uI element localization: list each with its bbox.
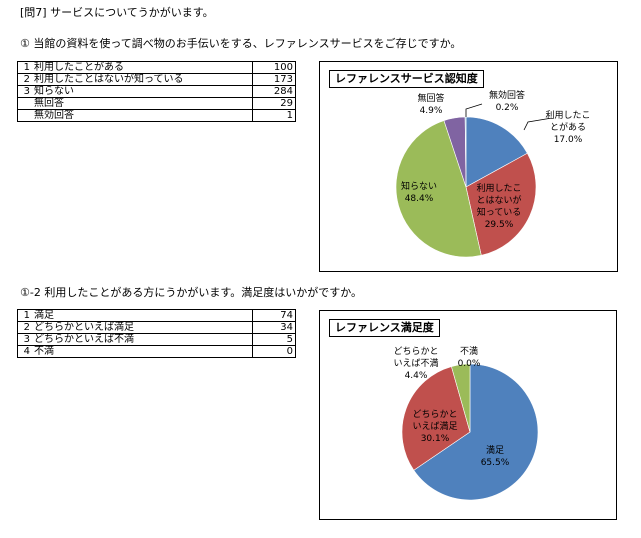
row-label: 知らない <box>32 85 253 98</box>
slice-label: 無効回答 0.2% <box>489 89 525 113</box>
leader-line <box>465 103 483 117</box>
row-number: 2 <box>17 73 32 86</box>
row-number <box>17 109 32 122</box>
question-1: ① 当館の資料を使って調べ物のお手伝いをする、レファレンスサービスをご存じですか… <box>20 37 462 50</box>
row-label: 満足 <box>32 309 253 322</box>
satisfaction-pie: 満足 65.5% どちらかといえば満足 30.1% どちらかといえば不満 4.4% 不満 0.… <box>393 346 539 501</box>
row-label: 利用したことがある <box>32 61 253 74</box>
row-number: 3 <box>17 85 32 98</box>
table-row: 2 どちらかといえば満足 34 <box>17 321 296 334</box>
row-value: 0 <box>252 345 296 358</box>
slice-label: 無回答 4.9% <box>417 92 444 116</box>
row-label: 利用したことはないが知っている <box>32 73 253 86</box>
row-value: 284 <box>252 85 296 98</box>
row-value: 1 <box>252 109 296 122</box>
table-row: 4 不満 0 <box>17 345 296 358</box>
satisfaction-chart: レファレンス満足度 満足 65.5% どちらかといえば満足 30.1% どちらかといえば… <box>319 310 617 520</box>
pie-slice <box>395 120 482 258</box>
table-row: 1 利用したことがある 100 <box>17 61 296 74</box>
row-label: 無回答 <box>32 97 253 110</box>
row-value: 100 <box>252 61 296 74</box>
row-label: 不満 <box>32 345 253 358</box>
table-row: 無効回答 1 <box>17 109 296 122</box>
awareness-chart: レファレンスサービス認知度 利用したことがある 17.0% 利用したことはないが知っ… <box>319 61 618 272</box>
table-row: 無回答 29 <box>17 97 296 110</box>
awareness-table: 1 利用したことがある 100 2 利用したことはないが知っている 173 3 知らない 284… <box>17 61 296 122</box>
table-row: 3 知らない 284 <box>17 85 296 98</box>
row-number: 1 <box>17 61 32 74</box>
slice-label: 知らない 48.4% <box>401 180 437 204</box>
slice-label: 不満 0.0% <box>458 346 481 369</box>
row-number: 1 <box>17 309 32 322</box>
row-value: 29 <box>252 97 296 110</box>
slice-label: 利用したことがある 17.0% <box>545 109 590 145</box>
row-label: どちらかといえば不満 <box>32 333 253 346</box>
satisfaction-table: 1 満足 74 2 どちらかといえば満足 34 3 どちらかといえば不満 5 4 不満 0 <box>17 309 296 358</box>
slice-label: どちらかといえば不満 4.4% <box>393 346 438 381</box>
row-label: どちらかといえば満足 <box>32 321 253 334</box>
table-row: 2 利用したことはないが知っている 173 <box>17 73 296 86</box>
table-row: 3 どちらかといえば不満 5 <box>17 333 296 346</box>
awareness-pie: 利用したことがある 17.0% 利用したことはないが知っている 29.5% 知らない 48… <box>395 89 591 258</box>
row-number: 3 <box>17 333 32 346</box>
pie-slice <box>465 152 537 256</box>
pie-slice <box>401 366 471 471</box>
pie-slice <box>413 363 539 501</box>
row-label: 無効回答 <box>32 109 253 122</box>
row-value: 74 <box>252 309 296 322</box>
row-value: 173 <box>252 73 296 86</box>
row-number: 4 <box>17 345 32 358</box>
row-value: 34 <box>252 321 296 334</box>
chart-title: レファレンス満足度 <box>329 319 440 337</box>
row-value: 5 <box>252 333 296 346</box>
section-header: [問7] サービスについてうかがいます。 <box>20 6 214 19</box>
slice-label: 満足 65.5% <box>481 445 510 468</box>
slice-label: 利用したことはないが知っている 29.5% <box>476 182 521 230</box>
slice-label: どちらかといえば満足 30.1% <box>412 409 457 444</box>
row-number: 2 <box>17 321 32 334</box>
row-number <box>17 97 32 110</box>
pie-slice <box>465 116 528 188</box>
table-row: 1 満足 74 <box>17 309 296 322</box>
question-1-2: ①-2 利用したことがある方にうかがいます。満足度はいかがですか。 <box>20 286 363 299</box>
leader-line <box>523 117 553 131</box>
chart-title: レファレンスサービス認知度 <box>329 70 484 88</box>
pie-slice <box>451 363 471 433</box>
